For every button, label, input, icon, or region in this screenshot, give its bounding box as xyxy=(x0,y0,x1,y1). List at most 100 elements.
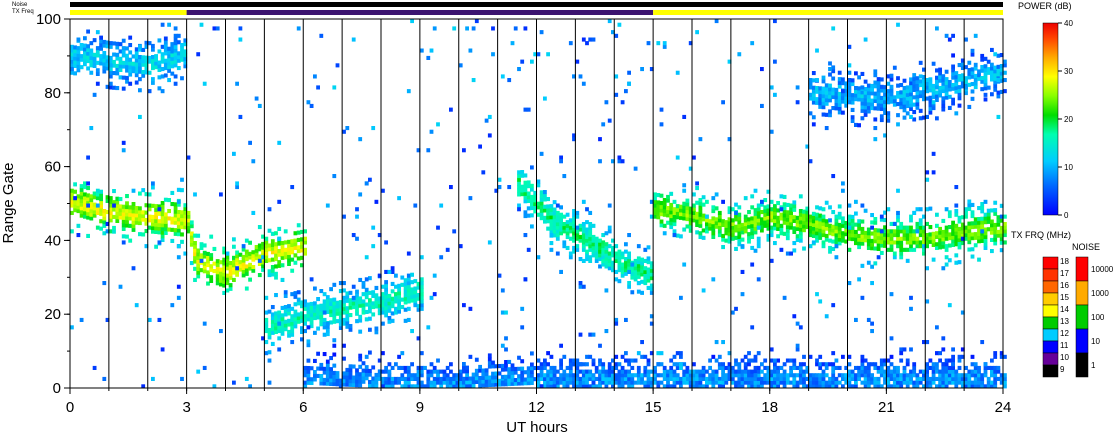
echo-point-4007 xyxy=(432,273,437,278)
echo-point-1777 xyxy=(808,218,813,223)
echo-point-3228 xyxy=(666,376,670,381)
echo-point-2746 xyxy=(361,368,366,373)
echo-point-138 xyxy=(131,213,136,218)
echo-point-3421 xyxy=(773,365,777,370)
echo-point-1919 xyxy=(873,231,878,236)
echo-point-3682 xyxy=(931,369,936,374)
echo-point-3183 xyxy=(636,380,641,385)
echo-point-3278 xyxy=(695,384,699,389)
echo-point-2461 xyxy=(915,102,920,107)
echo-point-4291 xyxy=(795,85,800,90)
echo-point-1774 xyxy=(808,229,813,234)
echo-point-4162 xyxy=(170,303,175,308)
echo-point-2660 xyxy=(306,380,311,385)
echo-point-941 xyxy=(342,317,346,322)
echo-point-412 xyxy=(261,264,265,269)
echo-point-3749 xyxy=(964,365,968,370)
echo-point-2632 xyxy=(993,73,998,78)
echo-point-3295 xyxy=(705,376,709,381)
x-tick-label-24: 24 xyxy=(995,399,1012,416)
echo-point-3447 xyxy=(789,369,793,374)
x-tick-label-3: 3 xyxy=(182,399,190,416)
echo-point-1675 xyxy=(766,215,771,220)
echo-point-590 xyxy=(108,81,113,86)
echo-point-1105 xyxy=(416,293,421,298)
echo-point-476 xyxy=(287,239,291,244)
echo-point-2419 xyxy=(896,76,900,81)
echo-point-1290 xyxy=(588,233,593,238)
echo-point-1157 xyxy=(533,202,538,207)
echo-point-4218 xyxy=(779,247,784,252)
echo-point-3554 xyxy=(857,369,861,374)
echo-point-3305 xyxy=(711,373,716,378)
echo-point-3375 xyxy=(750,376,755,381)
echo-point-2341 xyxy=(863,94,868,99)
echo-point-4267 xyxy=(351,233,356,238)
echo-point-4271 xyxy=(254,96,259,101)
echo-point-3120 xyxy=(601,376,606,381)
echo-point-3290 xyxy=(701,373,706,378)
echo-point-1662 xyxy=(760,202,764,207)
echo-point-2720 xyxy=(345,367,350,372)
echo-point-2565 xyxy=(960,84,965,89)
echo-point-1718 xyxy=(785,236,790,241)
echo-point-3869 xyxy=(847,203,852,208)
echo-point-2834 xyxy=(426,373,431,378)
echo-point-3318 xyxy=(721,384,725,389)
echo-point-3795 xyxy=(993,376,998,381)
echo-point-883 xyxy=(316,304,320,309)
echo-point-176 xyxy=(151,203,155,208)
echo-point-1454 xyxy=(662,209,667,214)
echo-point-3824 xyxy=(941,103,946,108)
echo-point-183 xyxy=(154,215,158,220)
echo-point-811 xyxy=(283,293,288,298)
echo-point-1931 xyxy=(879,239,884,244)
echo-point-1402 xyxy=(640,279,644,284)
echo-point-26 xyxy=(79,187,84,192)
echo-point-3621 xyxy=(892,365,897,370)
echo-point-805 xyxy=(283,327,288,332)
echo-point-2907 xyxy=(478,379,482,384)
echo-point-2141 xyxy=(973,235,978,240)
echo-point-4293 xyxy=(368,177,372,182)
echo-point-175 xyxy=(151,214,155,219)
echo-point-1758 xyxy=(798,194,803,199)
echo-point-1552 xyxy=(711,223,716,228)
echo-point-1649 xyxy=(756,236,761,241)
echo-point-2713 xyxy=(342,375,346,380)
echo-point-3160 xyxy=(620,365,625,370)
echo-point-1077 xyxy=(403,289,408,294)
echo-point-3255 xyxy=(679,354,683,359)
echo-point-2866 xyxy=(449,376,453,381)
echo-point-1515 xyxy=(692,203,696,208)
echo-point-3557 xyxy=(860,373,865,378)
echo-point-781 xyxy=(270,312,275,317)
echo-point-2283 xyxy=(837,84,842,89)
echo-point-3876 xyxy=(909,114,913,119)
echo-point-3763 xyxy=(973,376,978,381)
echo-point-135 xyxy=(131,224,136,229)
echo-point-3413 xyxy=(769,369,774,374)
echo-point-151 xyxy=(138,210,142,215)
echo-point-4096 xyxy=(960,81,965,86)
echo-point-3611 xyxy=(889,376,894,381)
echo-point-424 xyxy=(264,244,269,249)
echo-point-374 xyxy=(241,273,246,278)
echo-point-1498 xyxy=(685,217,690,222)
echo-point-3285 xyxy=(698,376,703,381)
echo-point-2859 xyxy=(445,384,450,389)
echo-point-2803 xyxy=(403,365,408,370)
echo-point-3924 xyxy=(922,244,926,249)
echo-point-410 xyxy=(257,225,262,230)
echo-point-913 xyxy=(329,305,333,310)
echo-point-366 xyxy=(235,261,239,266)
echo-point-3165 xyxy=(624,358,628,363)
echo-point-2119 xyxy=(964,210,968,215)
echo-point-3190 xyxy=(640,373,644,378)
echo-point-2692 xyxy=(325,359,330,364)
echo-point-3511 xyxy=(828,376,832,381)
echo-point-4234 xyxy=(73,196,77,201)
echo-point-3037 xyxy=(555,384,560,389)
echo-point-1687 xyxy=(769,199,774,204)
echo-point-2667 xyxy=(309,377,314,382)
